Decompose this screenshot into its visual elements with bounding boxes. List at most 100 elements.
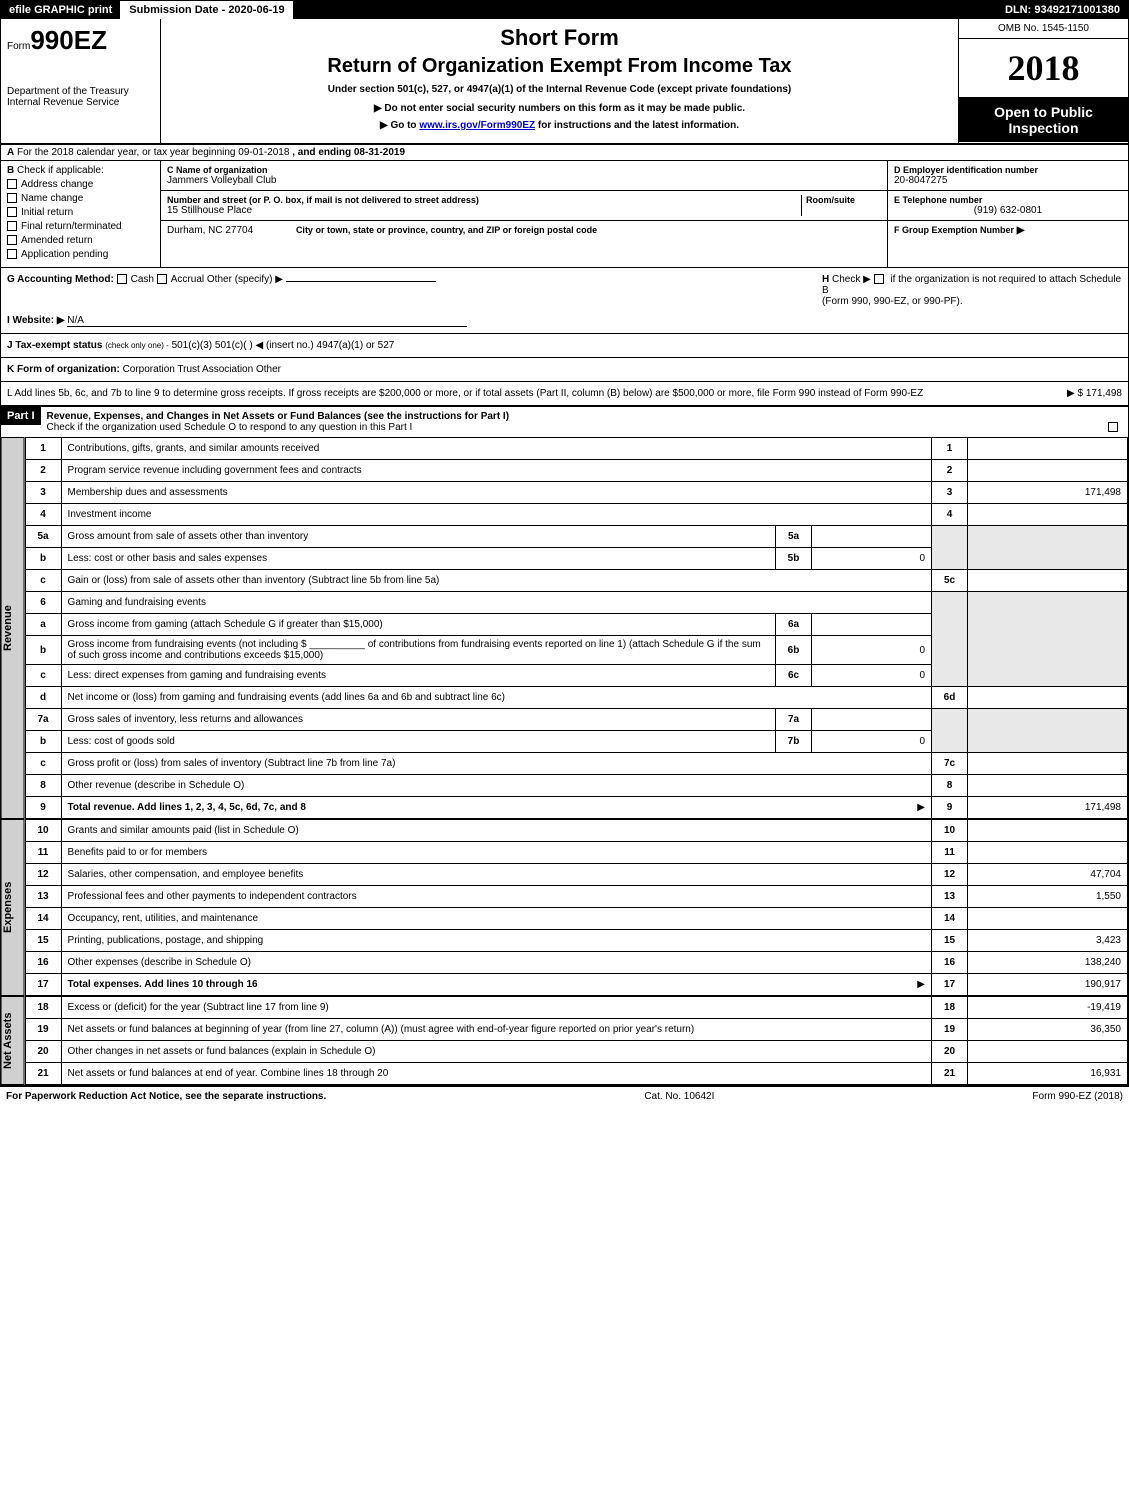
line-15: 15Printing, publications, postage, and s… bbox=[25, 930, 1127, 952]
section-b: B Check if applicable: Address change Na… bbox=[1, 161, 161, 267]
sub-val bbox=[812, 614, 932, 636]
line-num: 6 bbox=[25, 592, 61, 614]
sub-num: 5a bbox=[776, 526, 812, 548]
other-specify-input[interactable] bbox=[286, 281, 436, 282]
header-right-cell: OMB No. 1545-1150 2018 Open to Public In… bbox=[958, 19, 1128, 143]
header-title-cell: Short Form Return of Organization Exempt… bbox=[161, 19, 958, 143]
checkbox-icon bbox=[7, 207, 17, 217]
check-amended-return[interactable]: Amended return bbox=[7, 235, 154, 246]
line-num: 12 bbox=[25, 864, 61, 886]
line-num: 10 bbox=[25, 820, 61, 842]
city-label: City or town, state or province, country… bbox=[296, 225, 597, 235]
line-4: 4Investment income4 bbox=[25, 504, 1127, 526]
line-desc: Less: cost or other basis and sales expe… bbox=[61, 548, 775, 570]
line-14: 14Occupancy, rent, utilities, and mainte… bbox=[25, 908, 1127, 930]
checkbox-icon bbox=[7, 179, 17, 189]
line-num: b bbox=[25, 548, 61, 570]
subtitle: Under section 501(c), 527, or 4947(a)(1)… bbox=[173, 84, 946, 95]
amount-num: 9 bbox=[932, 797, 968, 819]
dept-treasury: Department of the Treasury bbox=[7, 86, 154, 97]
amount-value: 1,550 bbox=[968, 886, 1128, 908]
line-num: 20 bbox=[25, 1041, 61, 1063]
amount-num: 6d bbox=[932, 687, 968, 709]
amount-num: 13 bbox=[932, 886, 968, 908]
part-1-label: Part I bbox=[1, 407, 41, 425]
checkbox-icon bbox=[7, 193, 17, 203]
sub-val: 0 bbox=[812, 636, 932, 665]
line-num: 7a bbox=[25, 709, 61, 731]
line-num: 9 bbox=[25, 797, 61, 819]
irs-label: Internal Revenue Service bbox=[7, 97, 154, 108]
net-assets-table: 18Excess or (deficit) for the year (Subt… bbox=[25, 996, 1128, 1085]
line-desc: Gross amount from sale of assets other t… bbox=[61, 526, 775, 548]
checkbox-icon[interactable] bbox=[117, 274, 127, 284]
line-7a: 7aGross sales of inventory, less returns… bbox=[25, 709, 1127, 731]
org-name-row: C Name of organization Jammers Volleybal… bbox=[161, 161, 887, 191]
amount-value: 171,498 bbox=[968, 797, 1128, 819]
check-application-pending[interactable]: Application pending bbox=[7, 249, 154, 260]
amount-value bbox=[968, 842, 1128, 864]
line-k: K Form of organization: Corporation Trus… bbox=[1, 358, 1128, 382]
line-2: 2Program service revenue including gover… bbox=[25, 460, 1127, 482]
line-h: H Check ▶ if the organization is not req… bbox=[822, 274, 1122, 307]
accrual-label: Accrual bbox=[171, 274, 204, 285]
header-row: Form990EZ Department of the Treasury Int… bbox=[1, 19, 1128, 145]
line-desc: Professional fees and other payments to … bbox=[61, 886, 931, 908]
check-final-return[interactable]: Final return/terminated bbox=[7, 221, 154, 232]
line-desc: Less: direct expenses from gaming and fu… bbox=[61, 665, 775, 687]
amount-num: 7c bbox=[932, 753, 968, 775]
line-l-amount: ▶ $ 171,498 bbox=[1067, 388, 1122, 399]
amount-num: 5c bbox=[932, 570, 968, 592]
line-num: 21 bbox=[25, 1063, 61, 1085]
checkbox-icon[interactable] bbox=[1108, 422, 1118, 432]
check-initial-return[interactable]: Initial return bbox=[7, 207, 154, 218]
line-j-label: J Tax-exempt status bbox=[7, 340, 102, 351]
revenue-table: 1Contributions, gifts, grants, and simil… bbox=[25, 437, 1128, 819]
tax-year-end: , and ending 08-31-2019 bbox=[292, 147, 405, 158]
line-desc: Other revenue (describe in Schedule O) bbox=[61, 775, 931, 797]
line-desc: Benefits paid to or for members bbox=[61, 842, 931, 864]
line-1: 1Contributions, gifts, grants, and simil… bbox=[25, 438, 1127, 460]
amount-num: 11 bbox=[932, 842, 968, 864]
shaded-cell bbox=[968, 526, 1128, 570]
expenses-section: Expenses 10Grants and similar amounts pa… bbox=[1, 819, 1128, 996]
revenue-section: Revenue 1Contributions, gifts, grants, a… bbox=[1, 437, 1128, 819]
line-6: 6Gaming and fundraising events bbox=[25, 592, 1127, 614]
submission-date: Submission Date - 2020-06-19 bbox=[121, 1, 292, 19]
line-desc: Net assets or fund balances at beginning… bbox=[61, 1019, 931, 1041]
line-20: 20Other changes in net assets or fund ba… bbox=[25, 1041, 1127, 1063]
sub-num: 6b bbox=[776, 636, 812, 665]
sub-val: 0 bbox=[812, 665, 932, 687]
tax-year-begin: For the 2018 calendar year, or tax year … bbox=[17, 147, 289, 158]
check-label: Name change bbox=[21, 193, 83, 204]
sub-num: 6c bbox=[776, 665, 812, 687]
amount-num: 20 bbox=[932, 1041, 968, 1063]
checkbox-icon[interactable] bbox=[157, 274, 167, 284]
line-3: 3Membership dues and assessments3171,498 bbox=[25, 482, 1127, 504]
irs-link[interactable]: www.irs.gov/Form990EZ bbox=[419, 120, 535, 131]
line-num: d bbox=[25, 687, 61, 709]
notice-ssn: ▶ Do not enter social security numbers o… bbox=[173, 103, 946, 114]
line-17: 17Total expenses. Add lines 10 through 1… bbox=[25, 974, 1127, 996]
section-b-prefix: B bbox=[7, 165, 14, 176]
line-6d: dNet income or (loss) from gaming and fu… bbox=[25, 687, 1127, 709]
line-num: 14 bbox=[25, 908, 61, 930]
line-5c: cGain or (loss) from sale of assets othe… bbox=[25, 570, 1127, 592]
section-d: D Employer identification number 20-8047… bbox=[888, 161, 1128, 267]
phone-label: E Telephone number bbox=[894, 195, 1122, 205]
check-name-change[interactable]: Name change bbox=[7, 193, 154, 204]
line-desc: Occupancy, rent, utilities, and maintena… bbox=[61, 908, 931, 930]
line-num: 19 bbox=[25, 1019, 61, 1041]
address-row: Number and street (or P. O. box, if mail… bbox=[161, 191, 887, 221]
checkbox-icon[interactable] bbox=[874, 274, 884, 284]
amount-value: 47,704 bbox=[968, 864, 1128, 886]
form-container: efile GRAPHIC print Submission Date - 20… bbox=[0, 0, 1129, 1086]
line-num: 8 bbox=[25, 775, 61, 797]
line-g-h: G Accounting Method: Cash Accrual Other … bbox=[1, 268, 1128, 334]
sub-num: 7b bbox=[776, 731, 812, 753]
city-row: Durham, NC 27704 City or town, state or … bbox=[161, 221, 887, 240]
line-j-opts: 501(c)(3) 501(c)( ) ◀ (insert no.) 4947(… bbox=[172, 340, 395, 351]
shaded-cell bbox=[932, 592, 968, 687]
line-desc: Net income or (loss) from gaming and fun… bbox=[61, 687, 931, 709]
check-address-change[interactable]: Address change bbox=[7, 179, 154, 190]
